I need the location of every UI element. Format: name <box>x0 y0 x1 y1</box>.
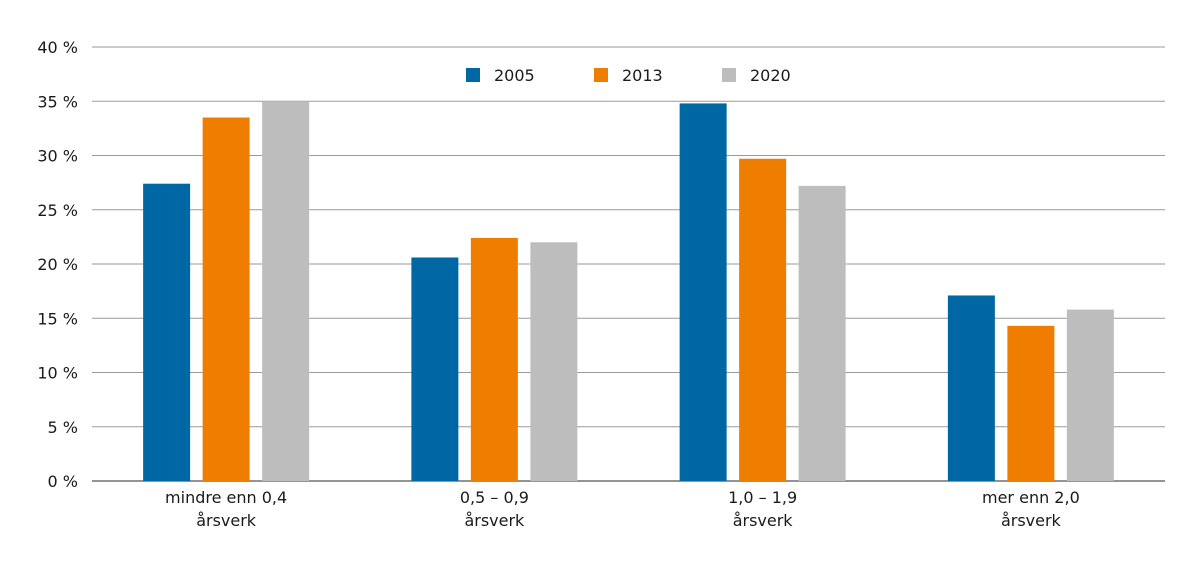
bar-2005 <box>411 257 459 481</box>
legend-label-2013: 2013 <box>622 66 663 85</box>
y-tick-label: 0 % <box>48 472 78 491</box>
bar-2020 <box>798 185 846 481</box>
y-tick-label: 5 % <box>48 418 78 437</box>
bar-2013 <box>470 237 518 481</box>
x-category-label-line: årsverk <box>733 511 794 530</box>
bar-2020 <box>262 101 310 481</box>
y-tick-label: 15 % <box>37 309 78 328</box>
legend-swatch-2013 <box>594 68 608 82</box>
x-category-label-line: 0,5 – 0,9 <box>460 488 529 507</box>
x-category-label-line: 1,0 – 1,9 <box>728 488 797 507</box>
x-category-label: 1,0 – 1,9 årsverk <box>728 488 797 530</box>
x-category-label: mindre enn 0,4 årsverk <box>165 488 287 530</box>
x-category-label-line: mer enn 2,0 <box>982 488 1080 507</box>
bar-2013 <box>202 117 250 482</box>
y-axis-tick-labels: 0 % 5 % 10 % 15 % 20 % 25 % 30 % 35 % 40 % <box>37 38 78 491</box>
legend: 2005 2013 2020 <box>466 66 791 85</box>
legend-swatch-2005 <box>466 68 480 82</box>
y-tick-label: 40 % <box>37 38 78 57</box>
y-tick-label: 35 % <box>37 92 78 111</box>
bar-2005 <box>143 183 191 481</box>
x-category-label-line: årsverk <box>1001 511 1062 530</box>
x-category-label-line: årsverk <box>196 511 257 530</box>
bar-2013 <box>1007 325 1055 481</box>
legend-swatch-2020 <box>722 68 736 82</box>
bars <box>143 101 1114 482</box>
legend-label-2020: 2020 <box>750 66 791 85</box>
x-category-label-line: årsverk <box>464 511 525 530</box>
bar-2005 <box>947 295 995 481</box>
x-category-label: mer enn 2,0 årsverk <box>982 488 1080 530</box>
bar-2020 <box>1066 309 1114 481</box>
x-category-label-line: mindre enn 0,4 <box>165 488 287 507</box>
bar-2020 <box>530 242 578 481</box>
y-tick-label: 30 % <box>37 147 78 166</box>
x-category-label: 0,5 – 0,9 årsverk <box>460 488 529 530</box>
legend-label-2005: 2005 <box>494 66 535 85</box>
bar-2005 <box>679 103 727 482</box>
y-tick-label: 10 % <box>37 364 78 383</box>
y-tick-label: 25 % <box>37 201 78 220</box>
bar-2013 <box>739 158 787 481</box>
gridlines <box>92 46 1165 482</box>
y-tick-label: 20 % <box>37 255 78 274</box>
